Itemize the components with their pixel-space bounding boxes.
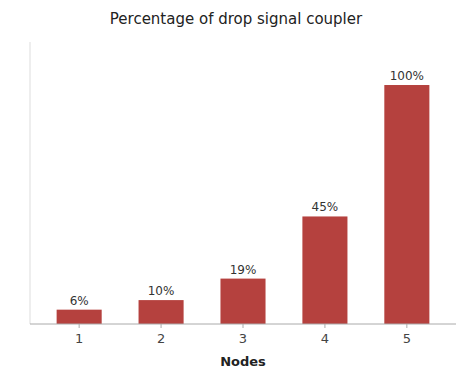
x-tick-label: 4 xyxy=(321,331,329,346)
x-tick-label: 2 xyxy=(157,331,165,346)
bars xyxy=(57,85,430,324)
bar xyxy=(302,216,347,324)
bar xyxy=(57,310,102,324)
chart-title: Percentage of drop signal coupler xyxy=(110,10,363,28)
x-axis-label: Nodes xyxy=(220,354,266,369)
data-labels: 6% 10% 19% 45% 100% xyxy=(70,69,424,308)
x-tick xyxy=(243,324,244,328)
x-tick-label: 5 xyxy=(403,331,411,346)
data-label: 10% xyxy=(148,284,175,298)
data-label: 6% xyxy=(70,294,89,308)
bar xyxy=(220,279,265,324)
data-label: 100% xyxy=(390,69,424,83)
x-tick xyxy=(406,324,407,328)
chart-container: 6% 10% 19% 45% 100% 1 2 3 4 5 Nodes Percentage of d… xyxy=(0,0,472,378)
background xyxy=(0,0,472,378)
data-label: 19% xyxy=(230,263,257,277)
chart-svg: 6% 10% 19% 45% 100% 1 2 3 4 5 Nodes Percentage of d… xyxy=(0,0,472,378)
x-tick-label: 3 xyxy=(239,331,247,346)
bar xyxy=(384,85,429,324)
data-label: 45% xyxy=(312,200,339,214)
y-axis-line xyxy=(30,42,31,324)
x-tick xyxy=(79,324,80,328)
bar xyxy=(139,300,184,324)
x-tick xyxy=(324,324,325,328)
x-tick xyxy=(161,324,162,328)
x-tick-label: 1 xyxy=(75,331,83,346)
x-ticks: 1 2 3 4 5 xyxy=(75,324,411,346)
